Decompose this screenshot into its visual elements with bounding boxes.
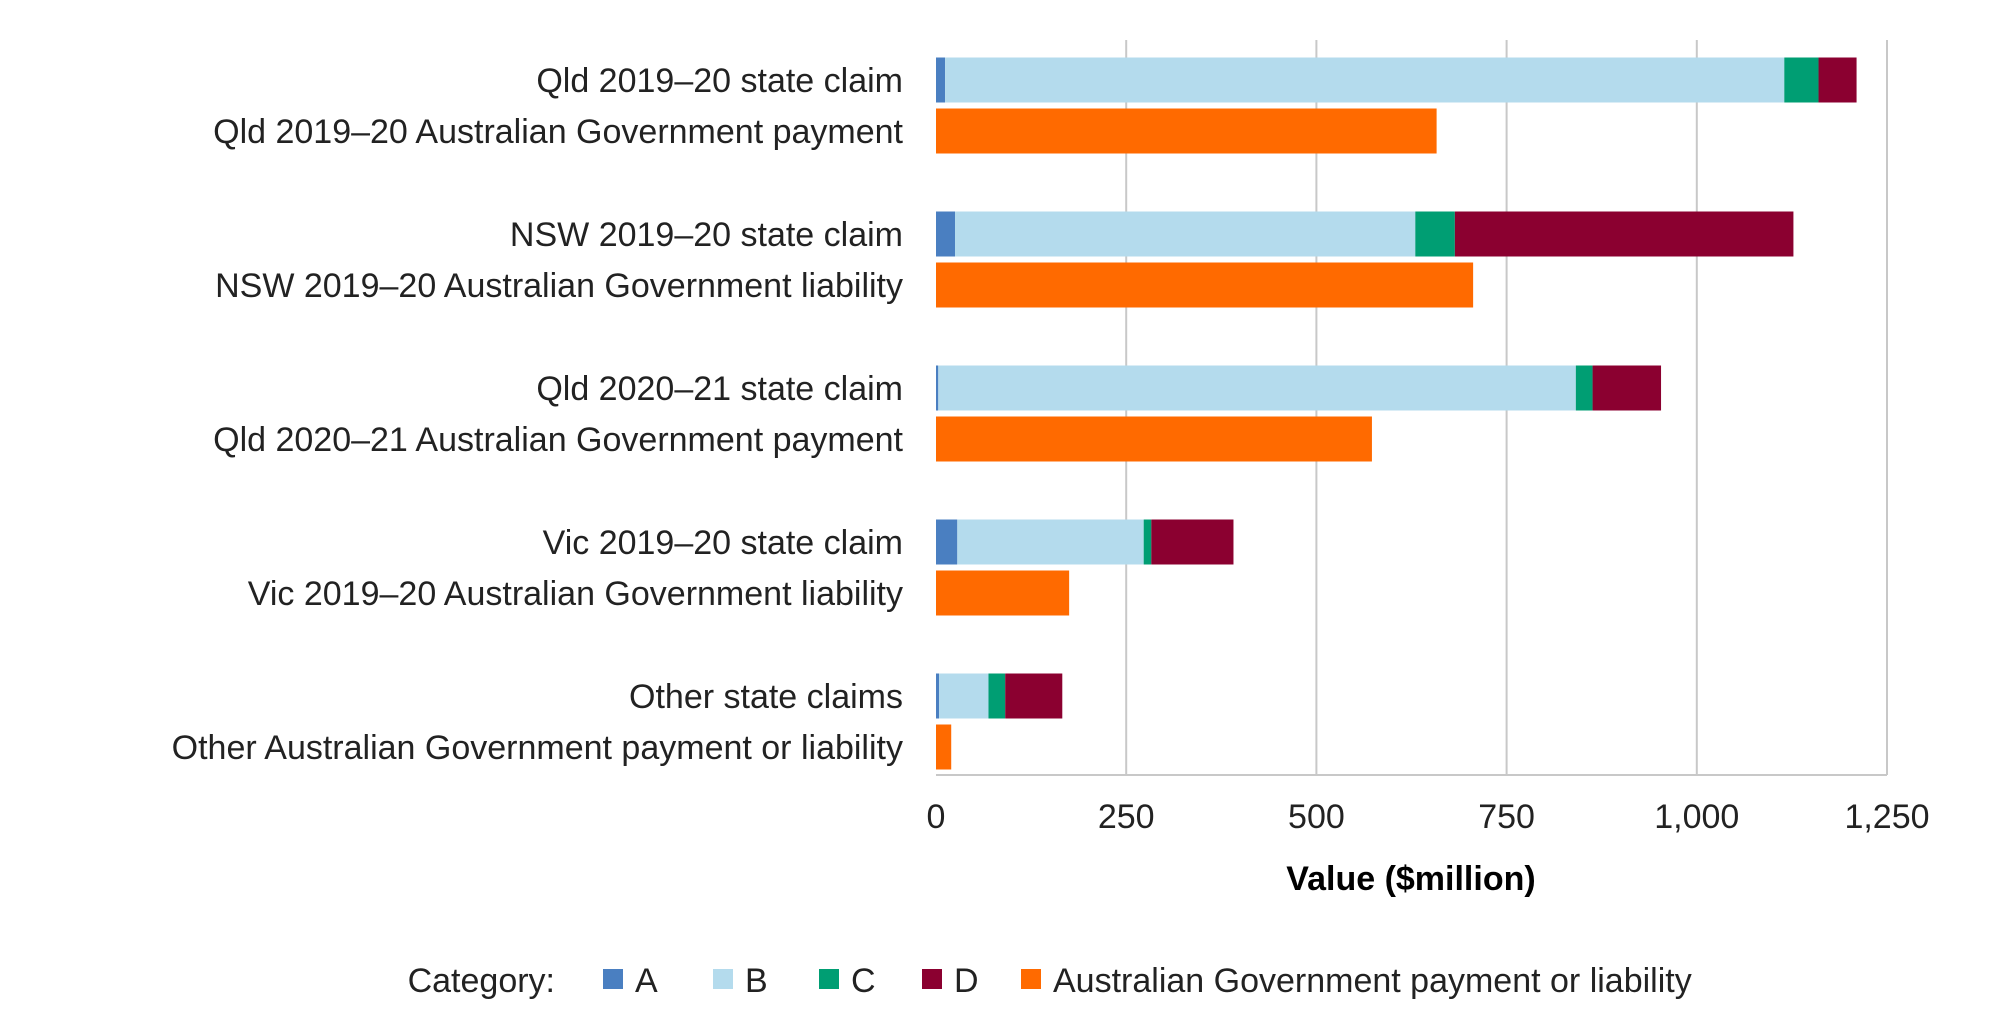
legend-label-australian-government-payment-or-liability: Australian Government payment or liabili…: [1053, 962, 1692, 1000]
bar-a-nsw-2019-20-state-claim: [936, 211, 956, 257]
bar-c-nsw-2019-20-state-claim: [1415, 211, 1455, 257]
bar-b-other-state-claims: [939, 673, 989, 719]
legend-label-b: B: [745, 962, 768, 1000]
bar-c-qld-2020-21-state-claim: [1575, 365, 1593, 411]
bar-australian-government-payment-or-liability-other-australian-government-payment-or-liability: [936, 724, 952, 770]
legend-label-a: A: [635, 962, 658, 1000]
bar-c-vic-2019-20-state-claim: [1143, 519, 1152, 565]
x-tick-label-500: 500: [1288, 798, 1345, 836]
category-label-vic-2019-20-australian-government-liability: Vic 2019–20 Australian Government liabil…: [248, 575, 903, 613]
x-tick-label-250: 250: [1098, 798, 1155, 836]
bar-c-other-state-claims: [988, 673, 1006, 719]
bar-australian-government-payment-or-liability-qld-2020-21-australian-government-payment: [936, 416, 1372, 462]
bar-australian-government-payment-or-liability-vic-2019-20-australian-government-liability: [936, 570, 1070, 616]
category-label-nsw-2019-20-state-claim: NSW 2019–20 state claim: [510, 216, 903, 254]
bar-a-qld-2019-20-state-claim: [936, 57, 946, 103]
category-labels: Qld 2019–20 state claim Qld 2019–20 Austr…: [172, 62, 904, 767]
legend-label-d: D: [954, 962, 979, 1000]
bar-d-qld-2020-21-state-claim: [1592, 365, 1662, 411]
legend-swatch-d: [922, 969, 942, 989]
category-label-qld-2019-20-australian-government-payment: Qld 2019–20 Australian Government paymen…: [213, 113, 903, 151]
legend-swatch-b: [713, 969, 733, 989]
category-label-other-state-claims: Other state claims: [629, 678, 903, 716]
bar-b-qld-2020-21-state-claim: [938, 365, 1576, 411]
x-tick-label-1-000: 1,000: [1654, 798, 1739, 836]
category-label-qld-2020-21-state-claim: Qld 2020–21 state claim: [536, 370, 903, 408]
legend-swatch-c: [819, 969, 839, 989]
category-label-qld-2019-20-state-claim: Qld 2019–20 state claim: [536, 62, 903, 100]
legend-swatch-australian-government-payment-or-liability: [1021, 969, 1041, 989]
legend-label-c: C: [851, 962, 876, 1000]
bar-d-nsw-2019-20-state-claim: [1454, 211, 1794, 257]
bar-b-qld-2019-20-state-claim: [945, 57, 1785, 103]
bar-d-other-state-claims: [1005, 673, 1063, 719]
category-label-other-australian-government-payment-or-liability: Other Australian Government payment or l…: [172, 729, 903, 767]
category-label-nsw-2019-20-australian-government-liability: NSW 2019–20 Australian Government liabil…: [215, 267, 903, 305]
bar-b-nsw-2019-20-state-claim: [955, 211, 1416, 257]
category-label-qld-2020-21-australian-government-payment: Qld 2020–21 Australian Government paymen…: [213, 421, 903, 459]
bar-c-qld-2019-20-state-claim: [1784, 57, 1819, 103]
bar-a-vic-2019-20-state-claim: [936, 519, 958, 565]
bar-a-other-state-claims: [936, 673, 940, 719]
x-axis-title: Value ($million): [1286, 860, 1535, 898]
x-tick-label-750: 750: [1478, 798, 1535, 836]
bar-d-qld-2019-20-state-claim: [1818, 57, 1857, 103]
bar-australian-government-payment-or-liability-nsw-2019-20-australian-government-liability: [936, 262, 1474, 308]
x-tick-label-1-250: 1,250: [1844, 798, 1929, 836]
legend: Category: A B C D Australian Government paym…: [408, 962, 1692, 1000]
bars: [936, 57, 1857, 770]
x-tick-label-0: 0: [927, 798, 946, 836]
x-tick-labels: 0 250 500 750 1,000 1,250: [927, 798, 1930, 836]
bar-australian-government-payment-or-liability-qld-2019-20-australian-government-payment: [936, 108, 1437, 154]
category-label-vic-2019-20-state-claim: Vic 2019–20 state claim: [543, 524, 903, 562]
bar-d-vic-2019-20-state-claim: [1151, 519, 1234, 565]
bar-b-vic-2019-20-state-claim: [957, 519, 1144, 565]
legend-swatch-a: [603, 969, 623, 989]
bar-a-qld-2020-21-state-claim: [936, 365, 939, 411]
legend-title: Category:: [408, 962, 555, 1000]
